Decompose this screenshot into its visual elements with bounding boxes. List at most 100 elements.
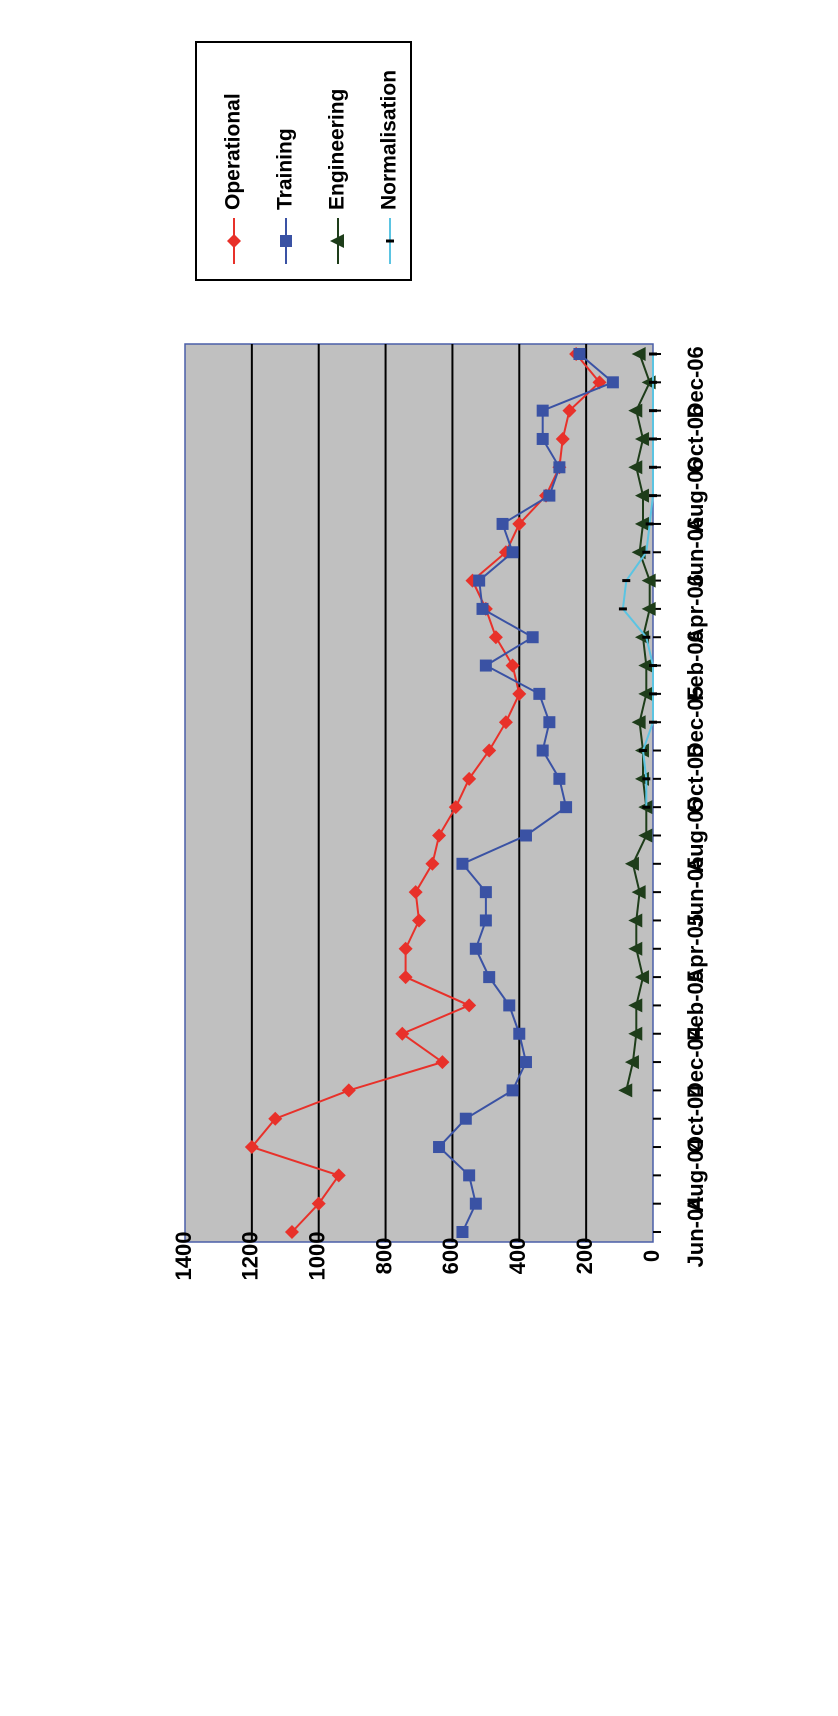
- data-point: [488, 630, 503, 645]
- data-point: [280, 235, 292, 247]
- data-point: [284, 1225, 299, 1239]
- data-point: [244, 1140, 259, 1155]
- series-layer: [244, 347, 657, 1239]
- data-point: [618, 1083, 633, 1098]
- legend-label: Training: [274, 128, 297, 210]
- legend-label: Engineering: [326, 89, 349, 210]
- data-point: [505, 658, 520, 673]
- data-point: [473, 574, 486, 587]
- x-tick-label: Jun-05: [683, 857, 708, 928]
- y-tick-label: 1200: [238, 1232, 263, 1281]
- x-tick-label: Aug-04: [683, 1137, 708, 1212]
- x-axis-ticks: Jun-04Aug-04Oct-04Dec-04Feb-05Apr-05Jun-…: [653, 346, 708, 1267]
- data-point: [503, 999, 516, 1012]
- data-point: [553, 461, 566, 474]
- data-point: [638, 828, 653, 843]
- data-point: [506, 1084, 519, 1097]
- legend-entry-training: Training: [274, 128, 297, 264]
- data-point: [628, 941, 643, 956]
- legend-entry-engineering: Engineering: [326, 89, 349, 264]
- data-point: [631, 885, 646, 900]
- data-point: [506, 546, 519, 559]
- data-point: [476, 602, 489, 615]
- data-point: [562, 403, 577, 418]
- data-point: [330, 234, 344, 248]
- y-tick-label: 400: [505, 1238, 530, 1275]
- data-point: [560, 801, 573, 814]
- y-tick-label: 1000: [305, 1232, 330, 1281]
- data-point: [498, 715, 513, 730]
- data-point: [526, 631, 539, 644]
- y-tick-label: 200: [572, 1238, 597, 1275]
- legend: Operational Training Engineering Normalisat…: [195, 41, 412, 281]
- data-point: [448, 800, 463, 815]
- data-point: [519, 829, 532, 842]
- data-point: [456, 1226, 469, 1238]
- data-point: [268, 1111, 283, 1126]
- data-point: [628, 998, 643, 1013]
- data-point: [634, 970, 649, 985]
- y-tick-label: 600: [438, 1238, 463, 1275]
- data-point: [638, 686, 653, 701]
- x-tick-label: Dec-05: [683, 686, 708, 758]
- y-tick-label: 1400: [171, 1232, 196, 1281]
- data-point: [634, 488, 649, 503]
- x-tick-label: Oct-05: [683, 745, 708, 813]
- y-tick-label: 0: [639, 1250, 664, 1262]
- y-tick-label: 800: [371, 1238, 396, 1275]
- data-point: [311, 1196, 326, 1211]
- data-point: [398, 941, 413, 956]
- data-point: [512, 686, 527, 701]
- data-point: [398, 970, 413, 985]
- data-point: [631, 545, 646, 560]
- x-tick-label: Apr-05: [683, 914, 708, 984]
- data-point: [412, 913, 426, 928]
- data-point: [435, 1055, 450, 1070]
- data-point: [433, 1141, 446, 1154]
- data-point: [513, 1027, 526, 1040]
- data-point: [628, 1026, 643, 1041]
- data-point: [634, 431, 649, 446]
- x-tick-label: Feb-06: [683, 630, 708, 701]
- data-point: [624, 1055, 639, 1070]
- data-point: [634, 630, 649, 645]
- data-point: [479, 659, 492, 672]
- data-point: [341, 1083, 356, 1098]
- data-point: [498, 545, 513, 560]
- plot-area: [184, 343, 654, 1243]
- legend-label: Operational: [222, 93, 245, 210]
- data-point: [456, 857, 469, 870]
- chart-rotated-group: 0 200 400 600 800 1000 1200 1400 Jun-04Aug-04Oc…: [171, 41, 708, 1281]
- data-point: [469, 1197, 482, 1210]
- x-tick-label: Dec-06: [683, 346, 708, 418]
- data-point: [496, 517, 509, 530]
- legend-entry-normalisation: Normalisation: [378, 70, 401, 264]
- data-point: [469, 942, 482, 955]
- data-point: [519, 1056, 532, 1069]
- data-point: [573, 348, 586, 360]
- data-point: [631, 347, 646, 361]
- data-point: [628, 403, 643, 418]
- data-point: [631, 715, 646, 730]
- data-point: [628, 913, 643, 928]
- data-point: [638, 658, 653, 673]
- x-tick-label: Jun-06: [683, 517, 708, 588]
- data-point: [425, 856, 440, 871]
- data-point: [227, 234, 241, 248]
- data-point: [395, 1026, 410, 1041]
- x-tick-label: Oct-04: [683, 1084, 708, 1153]
- data-point: [459, 1112, 472, 1125]
- x-tick-label: Oct-06: [683, 405, 708, 473]
- data-point: [553, 772, 566, 785]
- data-point: [331, 1168, 346, 1183]
- legend-label: Normalisation: [378, 70, 401, 210]
- data-point: [536, 432, 549, 445]
- data-point: [628, 460, 643, 475]
- x-tick-label: Feb-05: [683, 970, 708, 1041]
- data-point: [479, 886, 492, 899]
- data-point: [555, 431, 570, 446]
- series-normalisation: [618, 352, 657, 809]
- data-point: [543, 716, 556, 729]
- x-tick-label: Aug-06: [683, 458, 708, 533]
